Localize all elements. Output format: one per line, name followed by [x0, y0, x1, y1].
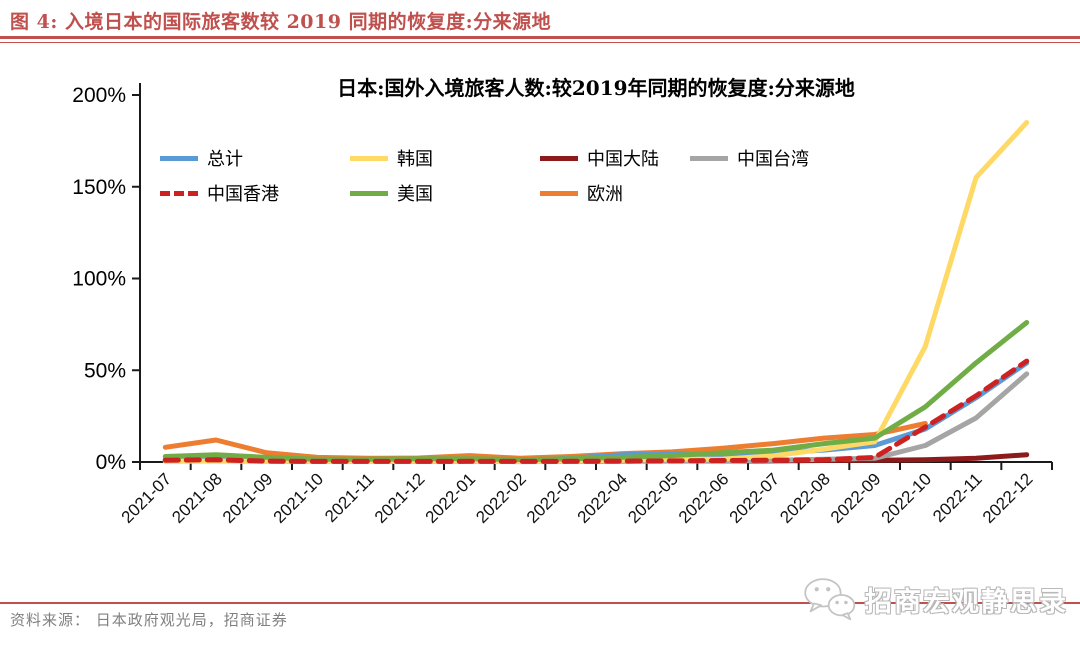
svg-text:2021-12: 2021-12 — [371, 469, 429, 527]
wechat-icon — [804, 578, 856, 621]
svg-text:150%: 150% — [72, 176, 126, 199]
legend-label: 欧洲 — [587, 184, 623, 205]
svg-text:2022-02: 2022-02 — [472, 469, 530, 527]
y-axis-labels: 0% 50% 100% 150% 200% — [72, 84, 126, 474]
svg-text:2022-10: 2022-10 — [878, 469, 936, 527]
svg-text:2022-05: 2022-05 — [624, 469, 682, 527]
figure-caption: 图 4: 入境日本的国际旅客数较 2019 同期的恢复度:分来源地 — [10, 11, 552, 33]
legend-item-2: 中国大陆 — [540, 146, 659, 170]
series-line-美国 — [162, 320, 1030, 463]
legend-item-3: 中国台湾 — [690, 146, 809, 170]
legend-swatch — [350, 190, 388, 196]
svg-text:2021-08: 2021-08 — [168, 469, 226, 527]
legend-item-6: 欧洲 — [540, 181, 623, 205]
series-line-韩国 — [162, 120, 1030, 464]
footer-rule — [0, 602, 1080, 604]
svg-text:2022-07: 2022-07 — [726, 469, 784, 527]
legend-swatch — [690, 155, 728, 161]
svg-text:2022-11: 2022-11 — [929, 469, 986, 526]
x-axis-labels: 2021-072021-082021-092021-102021-112021-… — [118, 469, 1037, 527]
header-rule-thin — [0, 42, 1080, 43]
svg-text:2021-10: 2021-10 — [270, 469, 328, 527]
svg-text:100%: 100% — [72, 268, 126, 291]
svg-text:200%: 200% — [72, 84, 126, 107]
svg-text:2022-12: 2022-12 — [979, 469, 1037, 527]
data-source-text: 资料来源： 日本政府观光局，招商证券 — [10, 611, 288, 629]
svg-text:50%: 50% — [84, 359, 126, 382]
legend-swatch — [350, 155, 388, 161]
series-line-中国台湾 — [162, 371, 1030, 465]
svg-text:2022-09: 2022-09 — [827, 469, 885, 527]
watermark-text: 招商宏观静思录 — [865, 586, 1068, 618]
line-chart: 0%50%100%150%200%2021-072021-082021-0920… — [72, 83, 1053, 527]
svg-text:2022-04: 2022-04 — [574, 469, 632, 527]
svg-text:2022-08: 2022-08 — [776, 469, 834, 527]
series-line-中国香港 — [162, 358, 1030, 464]
svg-text:2021-07: 2021-07 — [118, 469, 176, 527]
legend-label: 中国大陆 — [587, 149, 659, 170]
legend-item-4: 中国香港 — [160, 181, 279, 205]
legend-label: 美国 — [397, 184, 433, 205]
legend-item-5: 美国 — [350, 181, 433, 205]
svg-text:0%: 0% — [96, 451, 126, 474]
header-rule-thick — [0, 36, 1080, 39]
svg-text:2022-03: 2022-03 — [523, 469, 581, 527]
legend-swatch — [540, 155, 578, 161]
legend-label: 中国台湾 — [737, 149, 809, 170]
legend-swatch — [160, 155, 198, 161]
watermark: 招商宏观静思录 — [801, 576, 1068, 622]
legend-swatch — [160, 190, 198, 196]
svg-text:2022-01: 2022-01 — [422, 469, 480, 527]
legend-label: 韩国 — [397, 149, 433, 170]
svg-text:2021-09: 2021-09 — [219, 469, 277, 527]
svg-text:2022-06: 2022-06 — [675, 469, 733, 527]
legend-label: 总计 — [207, 149, 243, 170]
svg-text:2021-11: 2021-11 — [321, 469, 378, 526]
legend-swatch — [540, 190, 578, 196]
legend-item-0: 总计 — [160, 146, 243, 170]
legend-label: 中国香港 — [207, 184, 279, 205]
chart-title: 日本:国外入境旅客人数:较2019年同期的恢复度:分来源地 — [337, 76, 855, 100]
legend-item-1: 韩国 — [350, 146, 433, 170]
